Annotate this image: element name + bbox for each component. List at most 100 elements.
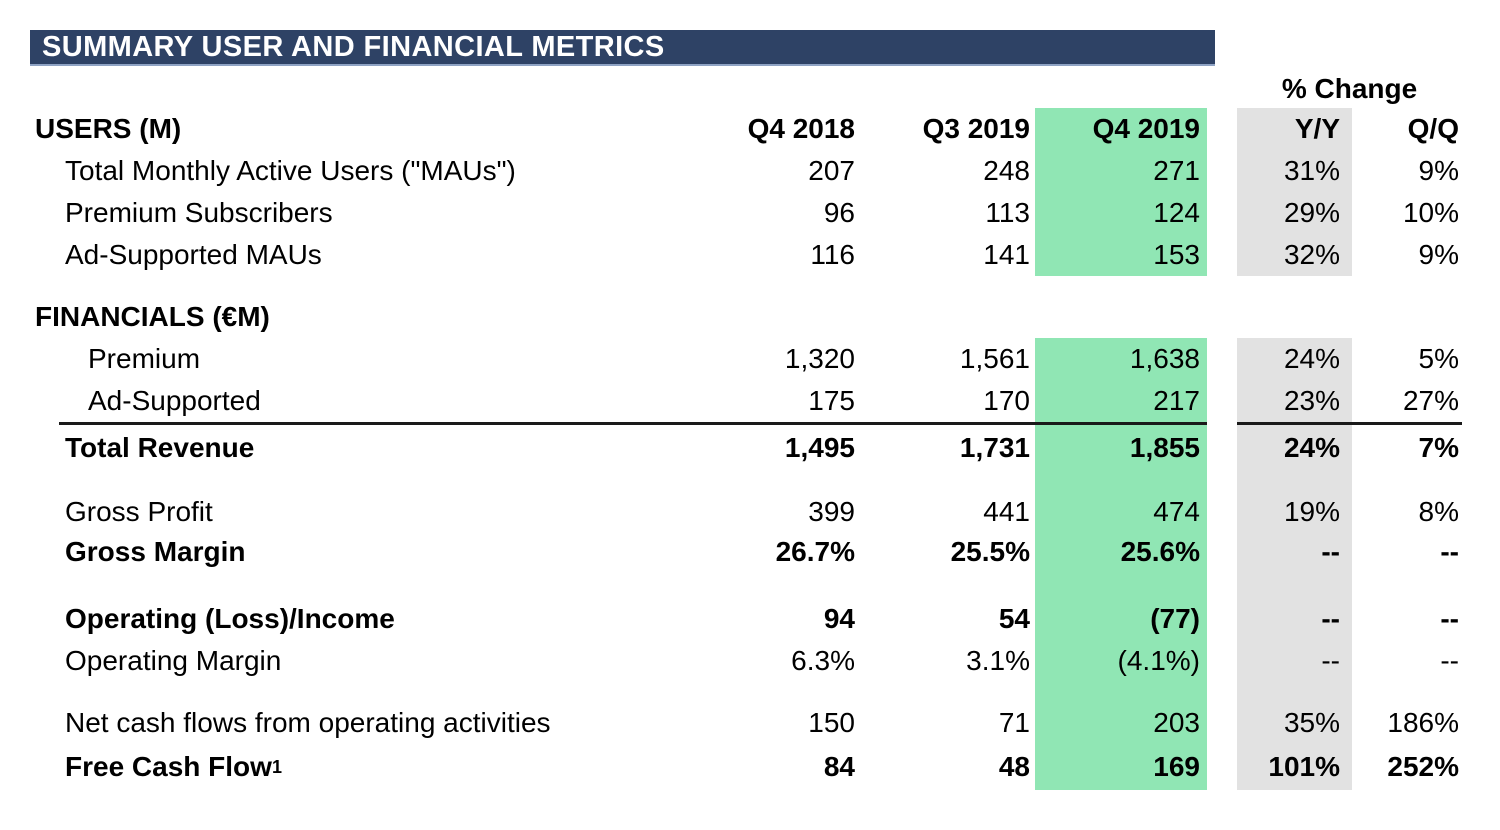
cell-q3-2019: 248: [983, 155, 1030, 186]
spacer-row: [35, 572, 1462, 598]
row-label-text: Ad-Supported: [88, 385, 261, 416]
spacer-row: [35, 276, 1462, 296]
metrics-table-rows: USERS (M) Q4 2018 Q3 2019 Q4 2019 Y/Y Q/Q Tota…: [35, 108, 1462, 790]
cell-yy-change: 31%: [1237, 150, 1352, 192]
cell-yy-change: 35%: [1237, 702, 1352, 744]
column-gap: [1207, 640, 1237, 682]
cell-yy-change: --: [1237, 640, 1352, 682]
cell-q3-2019: 113: [985, 197, 1030, 228]
row-label: Total Revenue: [35, 426, 735, 470]
cell-q4-2019: (77): [1030, 598, 1207, 640]
cell-yy-change: 23%: [1237, 380, 1352, 422]
column-gap: [1207, 702, 1237, 744]
cell-q4-2019: 169: [1030, 744, 1207, 790]
cell-qq-change: 186%: [1387, 707, 1459, 738]
cell-yy-change: 24%: [1237, 426, 1352, 470]
cell-empty: [735, 296, 855, 338]
cell-yy-change: 19%: [1237, 492, 1352, 532]
cell-q4-2019: 124: [1030, 192, 1207, 234]
cell-q4-2018: 1,320: [784, 343, 855, 374]
cell-empty: [1237, 682, 1352, 702]
table-row: Total Revenue 1,495 1,731 1,855 24% 7%: [35, 426, 1462, 470]
columns-row: USERS (M) Q4 2018 Q3 2019 Q4 2019 Y/Y Q/Q: [35, 108, 1462, 150]
cell-q4-2019: 217: [1030, 380, 1207, 422]
cell-empty: [1030, 572, 1207, 598]
table-row: Ad-Supported 175 170 217 23% 27%: [35, 380, 1462, 422]
row-label: Free Cash Flow 1: [65, 751, 282, 782]
row-label: Ad-Supported MAUs: [35, 234, 735, 276]
row-label: Premium: [35, 338, 735, 380]
cell-empty: [1237, 276, 1352, 296]
row-label-text: Premium: [88, 343, 201, 374]
cell-q4-2018: 6.3%: [791, 645, 855, 676]
cell-qq-change: 10%: [1402, 197, 1459, 228]
cell-q4-2018: 116: [810, 239, 855, 270]
pct-change-label: % Change: [1281, 73, 1418, 104]
cell-q3-2019: 170: [983, 385, 1030, 416]
column-gap: [1207, 426, 1237, 470]
cell-q4-2018: 26.7%: [775, 536, 855, 567]
cell-qq-change: 5%: [1418, 343, 1459, 374]
cell-q4-2019: 25.6%: [1030, 532, 1207, 572]
cell-empty: [855, 682, 1030, 702]
row-label-text: Operating (Loss)/Income: [65, 603, 395, 634]
table-row: Total Monthly Active Users ("MAUs") 207 24…: [35, 150, 1462, 192]
column-gap: [1207, 108, 1237, 150]
cell-qq-change: 252%: [1387, 751, 1459, 782]
cell-q3-2019: 71: [998, 707, 1030, 738]
cell-q4-2019: 1,638: [1030, 338, 1207, 380]
column-gap: [1207, 380, 1237, 422]
table-row: Operating Margin 6.3% 3.1% (4.1%) -- --: [35, 640, 1462, 682]
cell-q4-2019: 1,855: [1030, 426, 1207, 470]
cell-empty: [1352, 572, 1462, 598]
row-label: Operating (Loss)/Income: [35, 598, 735, 640]
cell-q4-2019: 153: [1030, 234, 1207, 276]
cell-empty: [735, 682, 855, 702]
section-row: FINANCIALS (€M): [35, 296, 1462, 338]
cell-qq-change: --: [1440, 603, 1459, 634]
cell-q3-2019: 54: [998, 603, 1030, 634]
column-header-qq: Q/Q: [1407, 113, 1459, 144]
row-label-text: Gross Margin: [65, 536, 246, 567]
cell-empty: [35, 470, 735, 492]
cell-empty: [35, 572, 735, 598]
column-gap: [1207, 470, 1237, 492]
cell-q4-2018: 399: [808, 496, 855, 527]
table-row: Operating (Loss)/Income 94 54 (77) -- --: [35, 598, 1462, 640]
cell-empty: [1030, 276, 1207, 296]
cell-q4-2018: 96: [823, 197, 855, 228]
total-rule-line-right: [1237, 422, 1462, 425]
cell-qq-change: --: [1440, 536, 1459, 567]
cell-q4-2019: 474: [1030, 492, 1207, 532]
cell-empty: [1030, 296, 1207, 338]
cell-empty: [855, 276, 1030, 296]
total-rule-line-left: [59, 422, 1207, 425]
table-row: Premium Subscribers 96 113 124 29% 10%: [35, 192, 1462, 234]
section-title-bar: SUMMARY USER AND FINANCIAL METRICS: [30, 30, 1215, 66]
rule-row: [35, 422, 1462, 426]
column-gap: [1207, 572, 1237, 598]
cell-q4-2019: 271: [1030, 150, 1207, 192]
cell-q4-2019: (4.1%): [1030, 640, 1207, 682]
column-gap: [1207, 296, 1237, 338]
cell-yy-change: 29%: [1237, 192, 1352, 234]
cell-empty: [855, 296, 1030, 338]
cell-yy-change: --: [1237, 532, 1352, 572]
spacer-row: [35, 470, 1462, 492]
cell-empty: [1030, 470, 1207, 492]
row-label: Gross Margin: [35, 532, 735, 572]
cell-q3-2019: 3.1%: [966, 645, 1030, 676]
row-label-text: Net cash flows from operating activities: [65, 707, 551, 738]
row-label-text: Total Monthly Active Users ("MAUs"): [65, 155, 516, 186]
row-label-text: Premium Subscribers: [65, 197, 333, 228]
column-gap: [1207, 192, 1237, 234]
cell-empty: [1237, 572, 1352, 598]
cell-empty: [1030, 682, 1207, 702]
column-gap: [1207, 744, 1237, 790]
column-header-label: USERS (M): [35, 113, 182, 144]
cell-q3-2019: 441: [983, 496, 1030, 527]
cell-qq-change: --: [1440, 645, 1459, 676]
cell-q4-2018: 150: [808, 707, 855, 738]
column-header-q4-2018: Q4 2018: [747, 113, 855, 144]
